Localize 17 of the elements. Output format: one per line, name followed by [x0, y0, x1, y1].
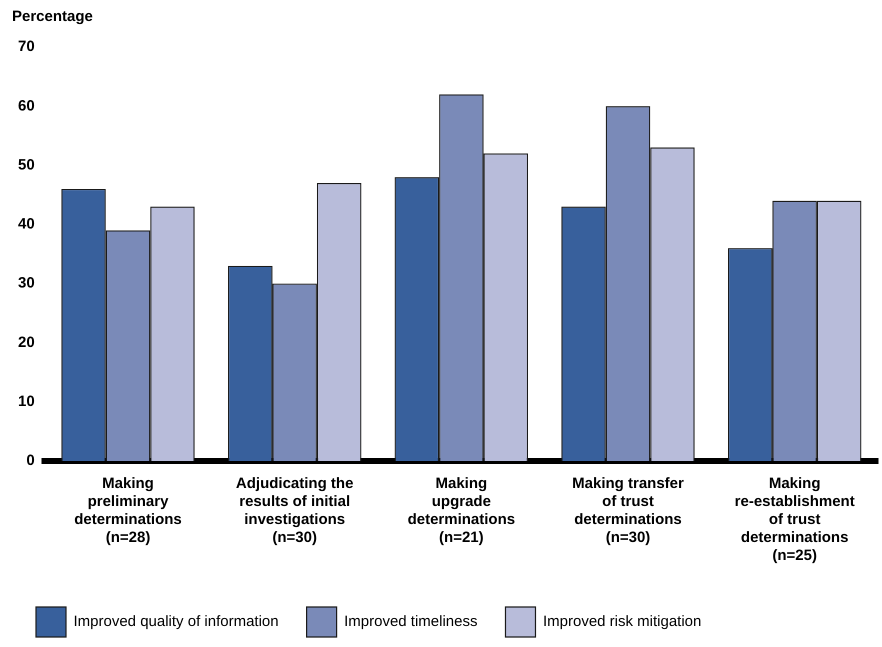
legend-label: Improved risk mitigation — [542, 613, 702, 630]
x-tick-label: Making preliminary determinations (n=28) — [74, 475, 182, 546]
legend-label: Improved quality of information — [74, 613, 279, 630]
y-tick-label: 70 — [18, 38, 35, 56]
y-tick-label: 50 — [18, 156, 35, 174]
x-tick-label: Making re-establishment of trust determinations (n=25) — [734, 475, 855, 564]
y-tick-label: 60 — [18, 97, 35, 114]
y-tick-label: 0 — [26, 452, 35, 470]
y-tick-label: 20 — [18, 334, 35, 351]
legend-label: Improved timeliness — [344, 613, 478, 630]
y-tick-label: 40 — [18, 216, 35, 233]
y-tick-label: 10 — [18, 393, 35, 410]
x-tick-label: Making upgrade determinations (n=21) — [408, 475, 516, 546]
y-axis-title: Percentage — [12, 8, 93, 25]
x-tick-label: Adjudicating the results of initial investigations (n=30) — [236, 475, 354, 546]
y-tick-label: 30 — [18, 274, 35, 292]
x-tick-label: Making transfer of trust determinations (n=30) — [572, 475, 684, 546]
